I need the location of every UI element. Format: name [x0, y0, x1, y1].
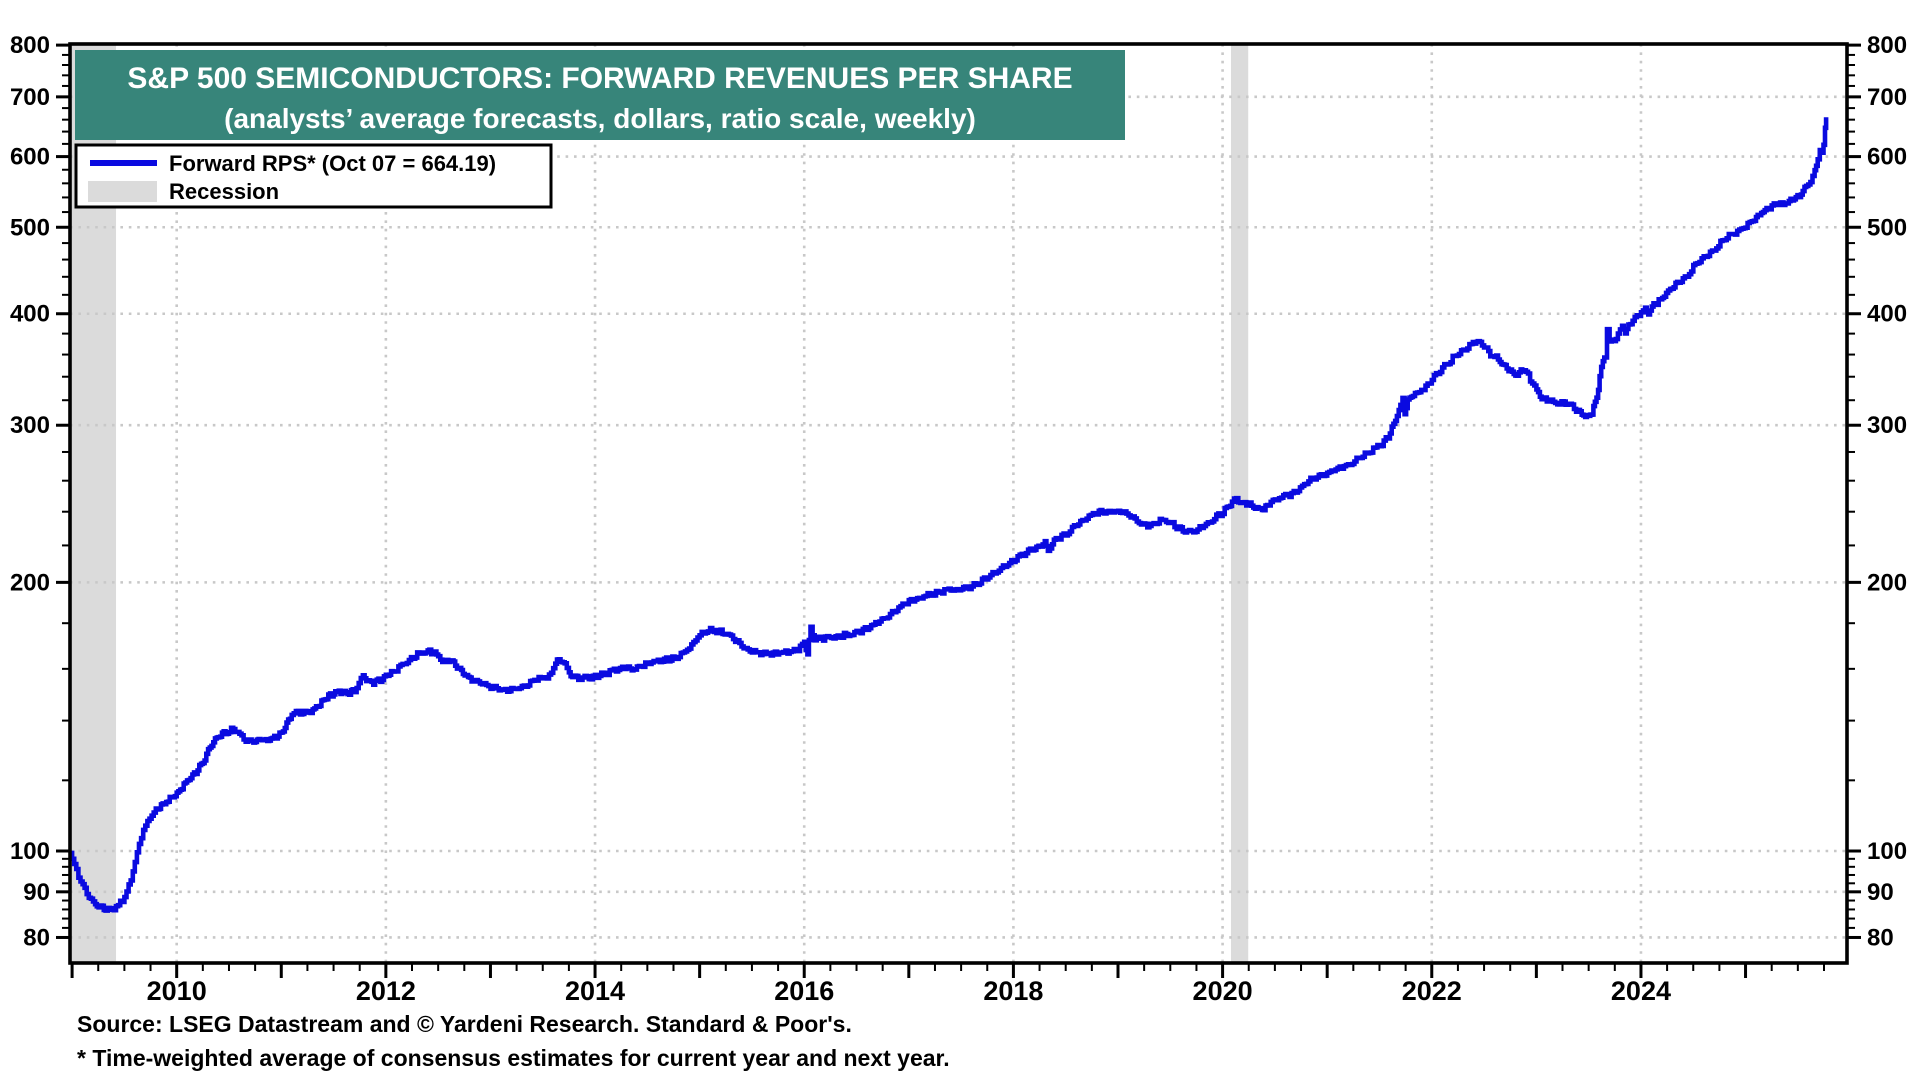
y-tick-label: 200: [1867, 569, 1907, 596]
y-tick-label: 300: [1867, 412, 1907, 439]
chart-subtitle: (analysts’ average forecasts, dollars, r…: [224, 103, 976, 134]
x-tick-label: 2010: [147, 976, 207, 1006]
y-tick-label: 500: [1867, 214, 1907, 241]
legend-series-label: Forward RPS* (Oct 07 = 664.19): [169, 151, 496, 176]
y-tick-label: 700: [1867, 84, 1907, 111]
y-tick-label: 600: [1867, 144, 1907, 171]
y-tick-label: 90: [1867, 879, 1894, 906]
y-tick-label: 200: [10, 569, 50, 596]
plot-frame: [68, 42, 1849, 965]
x-tick-label: 2022: [1402, 976, 1462, 1006]
x-tick-label: 2018: [983, 976, 1043, 1006]
y-tick-label: 600: [10, 144, 50, 171]
x-tick-label: 2014: [565, 976, 625, 1006]
y-tick-label: 100: [1867, 838, 1907, 865]
y-tick-label: 700: [10, 84, 50, 111]
chart-title-banner: S&P 500 SEMICONDUCTORS: FORWARD REVENUES…: [75, 50, 1125, 140]
y-tick-label: 500: [10, 214, 50, 241]
recession-swatch: [88, 181, 157, 202]
legend-recession-label: Recession: [169, 179, 279, 204]
y-tick-label: 800: [10, 32, 50, 59]
y-tick-label: 800: [1867, 32, 1907, 59]
y-tick-label: 80: [1867, 924, 1894, 951]
legend: Forward RPS* (Oct 07 = 664.19) Recession: [74, 143, 553, 209]
x-tick-label: 2016: [774, 976, 834, 1006]
chart-title: S&P 500 SEMICONDUCTORS: FORWARD REVENUES…: [127, 62, 1072, 95]
y-tick-label: 90: [23, 879, 50, 906]
y-tick-label: 300: [10, 412, 50, 439]
forward-rps-line: [69, 117, 1829, 913]
x-tick-label: 2012: [356, 976, 416, 1006]
axes: 80 80 90 90 100 100 200 200 300 300 400 400 500 500 60…: [10, 32, 1907, 1006]
y-tick-label: 80: [23, 924, 50, 951]
y-tick-label: 400: [10, 301, 50, 328]
x-tick-label: 2020: [1193, 976, 1253, 1006]
x-tick-label: 2024: [1611, 976, 1671, 1006]
footnote: * Time-weighted average of consensus est…: [77, 1045, 950, 1071]
data-line-layer: [69, 117, 1829, 913]
y-tick-label: 400: [1867, 301, 1907, 328]
y-tick-label: 100: [10, 838, 50, 865]
source-note: Source: LSEG Datastream and © Yardeni Re…: [77, 1011, 852, 1037]
